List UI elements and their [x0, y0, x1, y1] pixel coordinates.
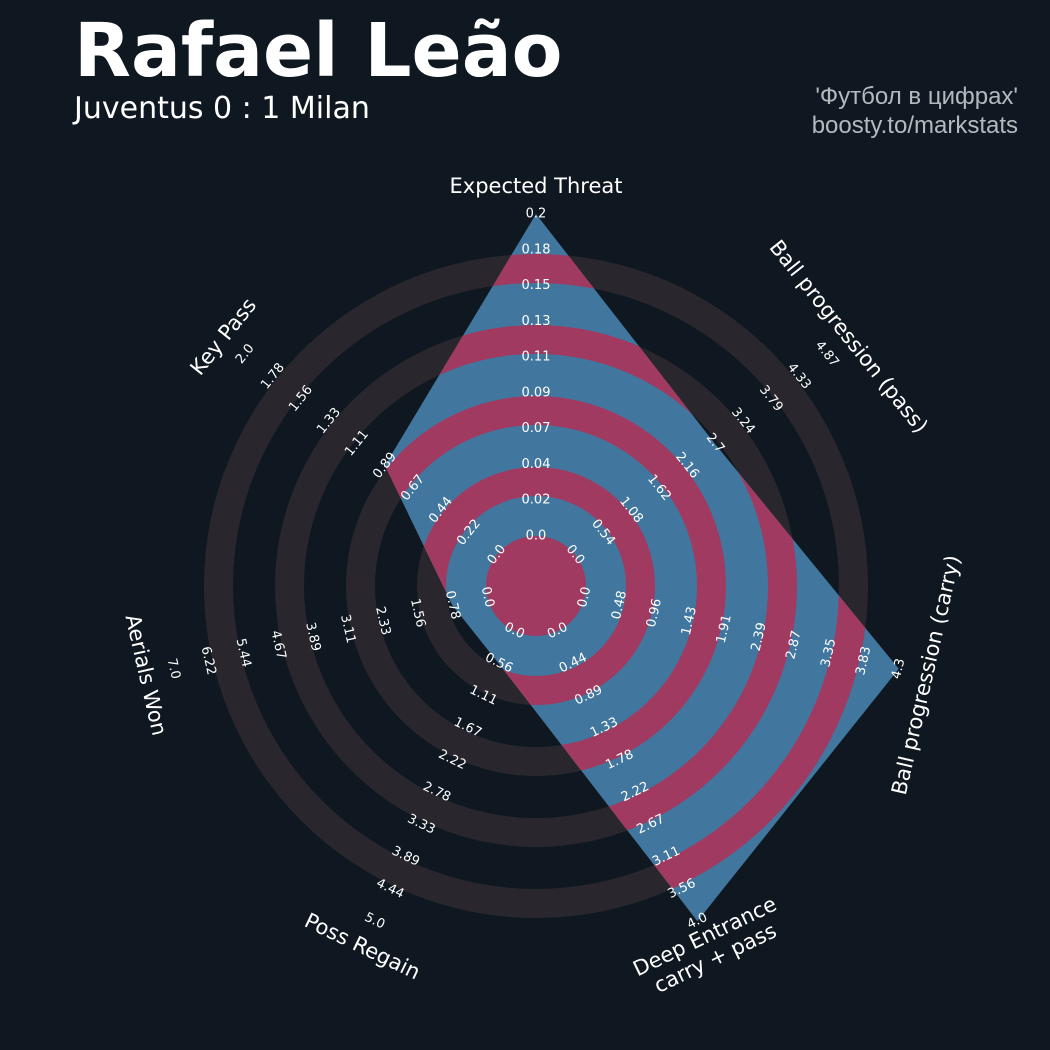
credit-line-1: 'Футбол в цифрах'	[815, 83, 1018, 110]
tick-label: 5.0	[362, 910, 387, 932]
tick-label: 3.83	[853, 645, 874, 677]
tick-label: 4.67	[267, 629, 288, 661]
tick-label: 1.91	[714, 613, 735, 645]
tick-label: 0.07	[522, 421, 551, 436]
tick-label: 4.3	[889, 657, 908, 681]
player-name-title: Rafael Leão	[74, 8, 563, 94]
tick-label: 0.78	[442, 589, 463, 621]
tick-label: 5.44	[233, 637, 254, 669]
axis-label: Key Pass	[185, 293, 261, 379]
tick-label: 2.39	[749, 621, 770, 653]
value-polygon-layer	[384, 214, 899, 922]
tick-label: 0.15	[522, 278, 551, 293]
tick-label: 0.0	[575, 585, 594, 609]
axis-label: Deep Entrancecarry + pass	[629, 892, 790, 1003]
tick-label: 6.22	[198, 645, 219, 677]
tick-label: 3.11	[337, 613, 358, 645]
tick-label: 2.0	[233, 341, 258, 367]
tick-label: 7.0	[164, 657, 183, 681]
axis-label: Poss Regain	[301, 908, 424, 984]
axis-label: Expected Threat	[450, 174, 623, 198]
tick-label: 0.0	[478, 585, 497, 609]
tick-label: 0.18	[522, 242, 551, 257]
tick-label: 0.0	[526, 529, 547, 544]
credit-line-2: boosty.to/markstats	[811, 112, 1018, 139]
tick-label: 0.96	[644, 597, 665, 629]
tick-label: 2.33	[372, 605, 393, 637]
tick-label: 0.09	[522, 385, 551, 400]
tick-label: 0.02	[522, 493, 551, 508]
tick-label: 3.89	[302, 621, 323, 653]
ring-core	[486, 536, 586, 636]
tick-label: 0.48	[609, 589, 630, 621]
tick-label: 3.35	[818, 637, 839, 669]
tick-label: 0.04	[522, 457, 551, 472]
axis-label-line: Aerials Won	[121, 612, 172, 738]
axis-label-line: Key Pass	[185, 293, 261, 379]
tick-label: 0.2	[526, 207, 547, 222]
tick-label: 0.11	[522, 350, 551, 365]
axis-label: Aerials Won	[121, 612, 172, 738]
axis-label-line: Expected Threat	[450, 174, 623, 198]
credit-block: 'Футбол в цифрах' boosty.to/markstats	[812, 82, 1018, 140]
value-polygon-rings	[384, 254, 868, 918]
tick-label: 0.13	[522, 314, 551, 329]
tick-label: 1.43	[679, 605, 700, 637]
axis-label-line: Poss Regain	[301, 908, 424, 984]
tick-label: 4.87	[812, 338, 842, 370]
tick-label: 2.87	[783, 629, 804, 661]
tick-label: 1.56	[407, 597, 428, 629]
match-subtitle: Juventus 0 : 1 Milan	[74, 91, 370, 126]
